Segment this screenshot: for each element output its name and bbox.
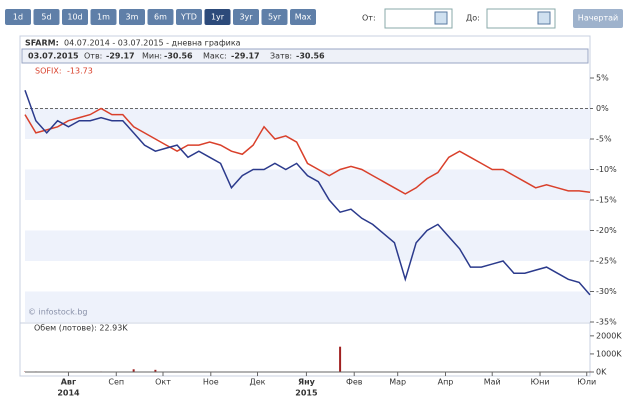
year-label: 2014 (57, 389, 80, 398)
info: Отв: (84, 52, 102, 61)
range-label: 1yr (211, 13, 225, 22)
y-tick-label: -30% (596, 287, 617, 296)
range-label: 1m (97, 13, 110, 22)
volume-tick-label: 1000K (596, 349, 622, 358)
range-label: 1d (13, 13, 23, 22)
watermark: © infostock.bg (28, 308, 87, 317)
draw-button-label: Начертай (578, 14, 618, 23)
range-label: 6m (154, 13, 167, 22)
y-tick-label: -15% (596, 196, 617, 205)
x-tick-label: Окт (155, 378, 171, 387)
range-label: Max (295, 13, 312, 22)
range-label: 5d (41, 13, 51, 22)
volume-tick-label: 2000K (596, 331, 622, 340)
info: -29.17 (231, 52, 260, 61)
x-tick-label: Дек (250, 378, 266, 387)
band (25, 170, 590, 201)
x-tick-label: Юли (577, 378, 596, 387)
volume-label: Обем (лотове): 22.93K (34, 324, 128, 333)
from-label: От: (362, 14, 376, 23)
subtitle: 04.07.2014 - 03.07.2015 - дневна графика (64, 39, 241, 48)
to-label: До: (466, 14, 480, 23)
symbol: SFARM: (25, 39, 59, 48)
band (25, 292, 590, 323)
legend-value: -13.73 (67, 67, 93, 76)
info: Затв: (270, 52, 292, 61)
x-tick-label: Май (484, 378, 501, 387)
range-label: 3m (126, 13, 139, 22)
y-tick-label: -25% (596, 257, 617, 266)
info: -30.56 (164, 52, 193, 61)
calendar-icon[interactable] (435, 12, 447, 24)
range-label: 5yr (268, 13, 282, 22)
volume-tick-label: 0K (596, 368, 607, 377)
info-date: 03.07.2015 (28, 52, 79, 61)
x-tick-label: Авг (61, 378, 76, 387)
volume-bar (339, 347, 341, 372)
y-tick-label: -5% (596, 135, 612, 144)
band (25, 231, 590, 262)
range-label: 10d (67, 13, 82, 22)
info: Мин: (142, 52, 162, 61)
info: -29.17 (106, 52, 135, 61)
legend-name: SOFIX: (35, 67, 62, 76)
year-label: 2015 (295, 389, 318, 398)
info: -30.56 (296, 52, 325, 61)
x-tick-label: Яну (298, 378, 316, 387)
x-tick-label: Сеп (108, 378, 124, 387)
range-label: 3yr (239, 13, 253, 22)
x-tick-label: Ное (203, 378, 219, 387)
y-tick-label: -35% (596, 318, 617, 327)
y-tick-label: -10% (596, 165, 617, 174)
x-tick-label: Апр (438, 378, 454, 387)
x-tick-label: Юни (530, 378, 549, 387)
calendar-icon[interactable] (538, 12, 550, 24)
y-tick-label: 5% (596, 74, 609, 83)
y-tick-label: 0% (596, 104, 609, 113)
x-tick-label: Фев (346, 378, 363, 387)
range-label: YTD (180, 13, 197, 22)
x-tick-label: Мар (389, 378, 406, 387)
info: Макс: (203, 52, 227, 61)
y-tick-label: -20% (596, 226, 617, 235)
